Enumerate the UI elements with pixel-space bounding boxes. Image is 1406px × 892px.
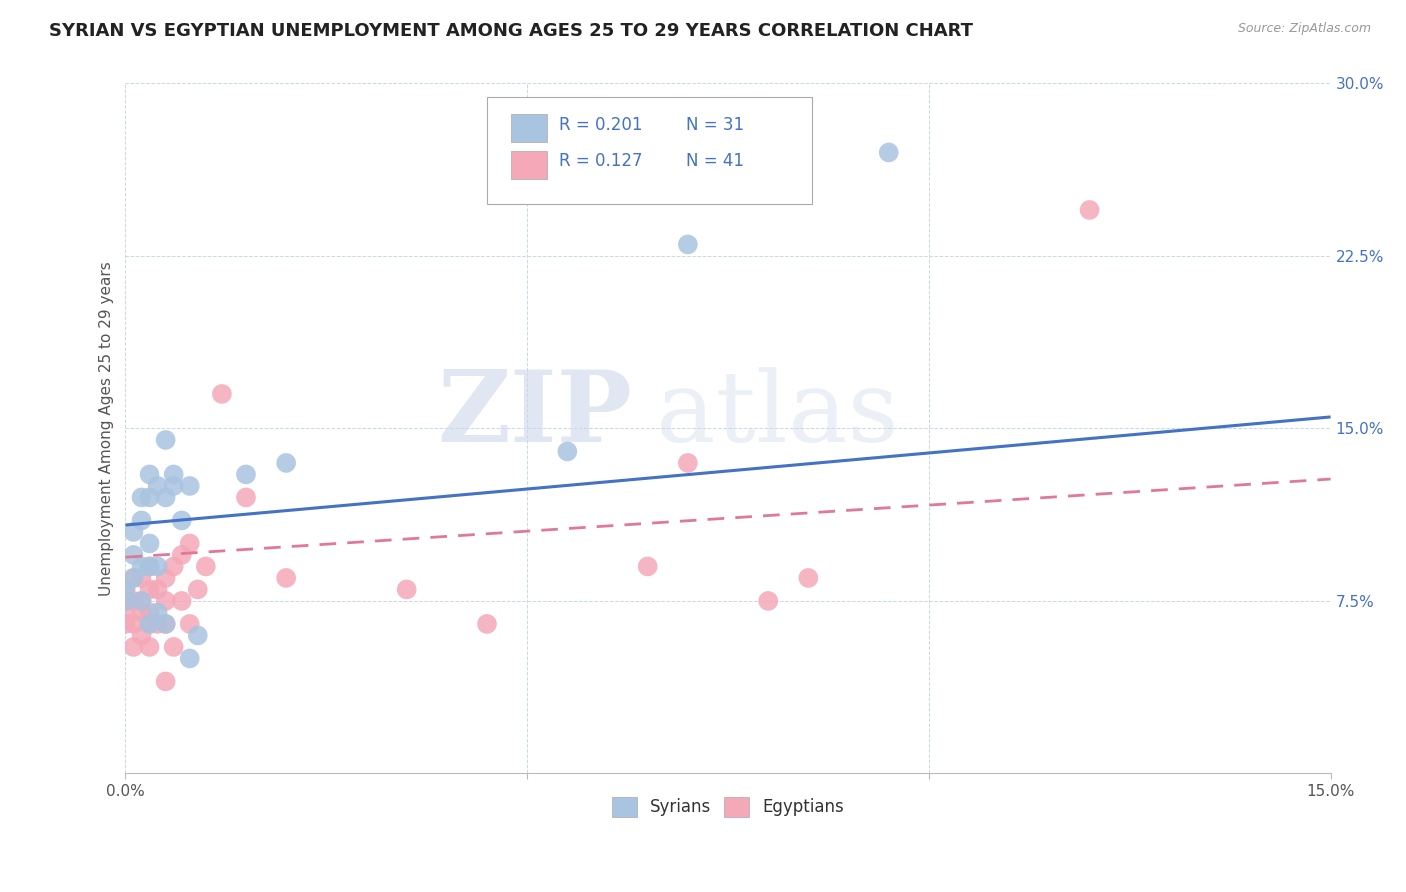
- Text: N = 41: N = 41: [686, 153, 744, 170]
- Point: [756, 594, 779, 608]
- Point: [179, 479, 201, 493]
- Point: [131, 628, 153, 642]
- Point: [163, 467, 186, 482]
- FancyBboxPatch shape: [512, 114, 547, 142]
- Point: [155, 571, 177, 585]
- Point: [163, 640, 186, 654]
- Point: [637, 559, 659, 574]
- Point: [557, 444, 579, 458]
- Text: SYRIAN VS EGYPTIAN UNEMPLOYMENT AMONG AGES 25 TO 29 YEARS CORRELATION CHART: SYRIAN VS EGYPTIAN UNEMPLOYMENT AMONG AG…: [49, 22, 973, 40]
- Point: [131, 594, 153, 608]
- Point: [155, 616, 177, 631]
- Point: [114, 606, 136, 620]
- FancyBboxPatch shape: [486, 97, 813, 204]
- Point: [122, 640, 145, 654]
- Point: [155, 491, 177, 505]
- Point: [163, 559, 186, 574]
- Point: [138, 491, 160, 505]
- Point: [146, 559, 169, 574]
- Point: [170, 513, 193, 527]
- Point: [131, 491, 153, 505]
- Point: [163, 479, 186, 493]
- Point: [194, 559, 217, 574]
- Text: R = 0.201: R = 0.201: [560, 116, 643, 134]
- Point: [122, 548, 145, 562]
- Point: [114, 582, 136, 597]
- Point: [138, 467, 160, 482]
- Point: [138, 640, 160, 654]
- Point: [179, 651, 201, 665]
- FancyBboxPatch shape: [512, 151, 547, 178]
- Point: [235, 467, 257, 482]
- Point: [131, 606, 153, 620]
- Point: [131, 513, 153, 527]
- Point: [131, 594, 153, 608]
- Point: [138, 606, 160, 620]
- Point: [114, 582, 136, 597]
- Text: Source: ZipAtlas.com: Source: ZipAtlas.com: [1237, 22, 1371, 36]
- Point: [676, 237, 699, 252]
- Text: atlas: atlas: [655, 367, 898, 463]
- Point: [395, 582, 418, 597]
- Point: [122, 571, 145, 585]
- Point: [114, 594, 136, 608]
- Point: [122, 571, 145, 585]
- Point: [155, 616, 177, 631]
- Point: [122, 524, 145, 539]
- Legend: Syrians, Egyptians: Syrians, Egyptians: [605, 790, 851, 823]
- Point: [155, 594, 177, 608]
- Point: [122, 616, 145, 631]
- Point: [131, 571, 153, 585]
- Point: [170, 594, 193, 608]
- Point: [155, 433, 177, 447]
- Point: [179, 616, 201, 631]
- Point: [235, 491, 257, 505]
- Point: [146, 479, 169, 493]
- Point: [1078, 202, 1101, 217]
- Point: [187, 582, 209, 597]
- Point: [797, 571, 820, 585]
- Point: [676, 456, 699, 470]
- Point: [146, 582, 169, 597]
- Point: [138, 582, 160, 597]
- Point: [179, 536, 201, 550]
- Point: [211, 387, 233, 401]
- Point: [146, 616, 169, 631]
- Y-axis label: Unemployment Among Ages 25 to 29 years: Unemployment Among Ages 25 to 29 years: [100, 261, 114, 596]
- Point: [131, 559, 153, 574]
- Point: [475, 616, 498, 631]
- Point: [122, 594, 145, 608]
- Point: [138, 559, 160, 574]
- Point: [155, 674, 177, 689]
- Point: [276, 571, 298, 585]
- Point: [187, 628, 209, 642]
- Point: [276, 456, 298, 470]
- Point: [138, 559, 160, 574]
- Point: [114, 616, 136, 631]
- Point: [114, 594, 136, 608]
- Point: [138, 616, 160, 631]
- Text: ZIP: ZIP: [437, 366, 631, 463]
- Point: [170, 548, 193, 562]
- Point: [138, 616, 160, 631]
- Point: [877, 145, 900, 160]
- Text: N = 31: N = 31: [686, 116, 744, 134]
- Point: [146, 606, 169, 620]
- Point: [138, 536, 160, 550]
- Text: R = 0.127: R = 0.127: [560, 153, 643, 170]
